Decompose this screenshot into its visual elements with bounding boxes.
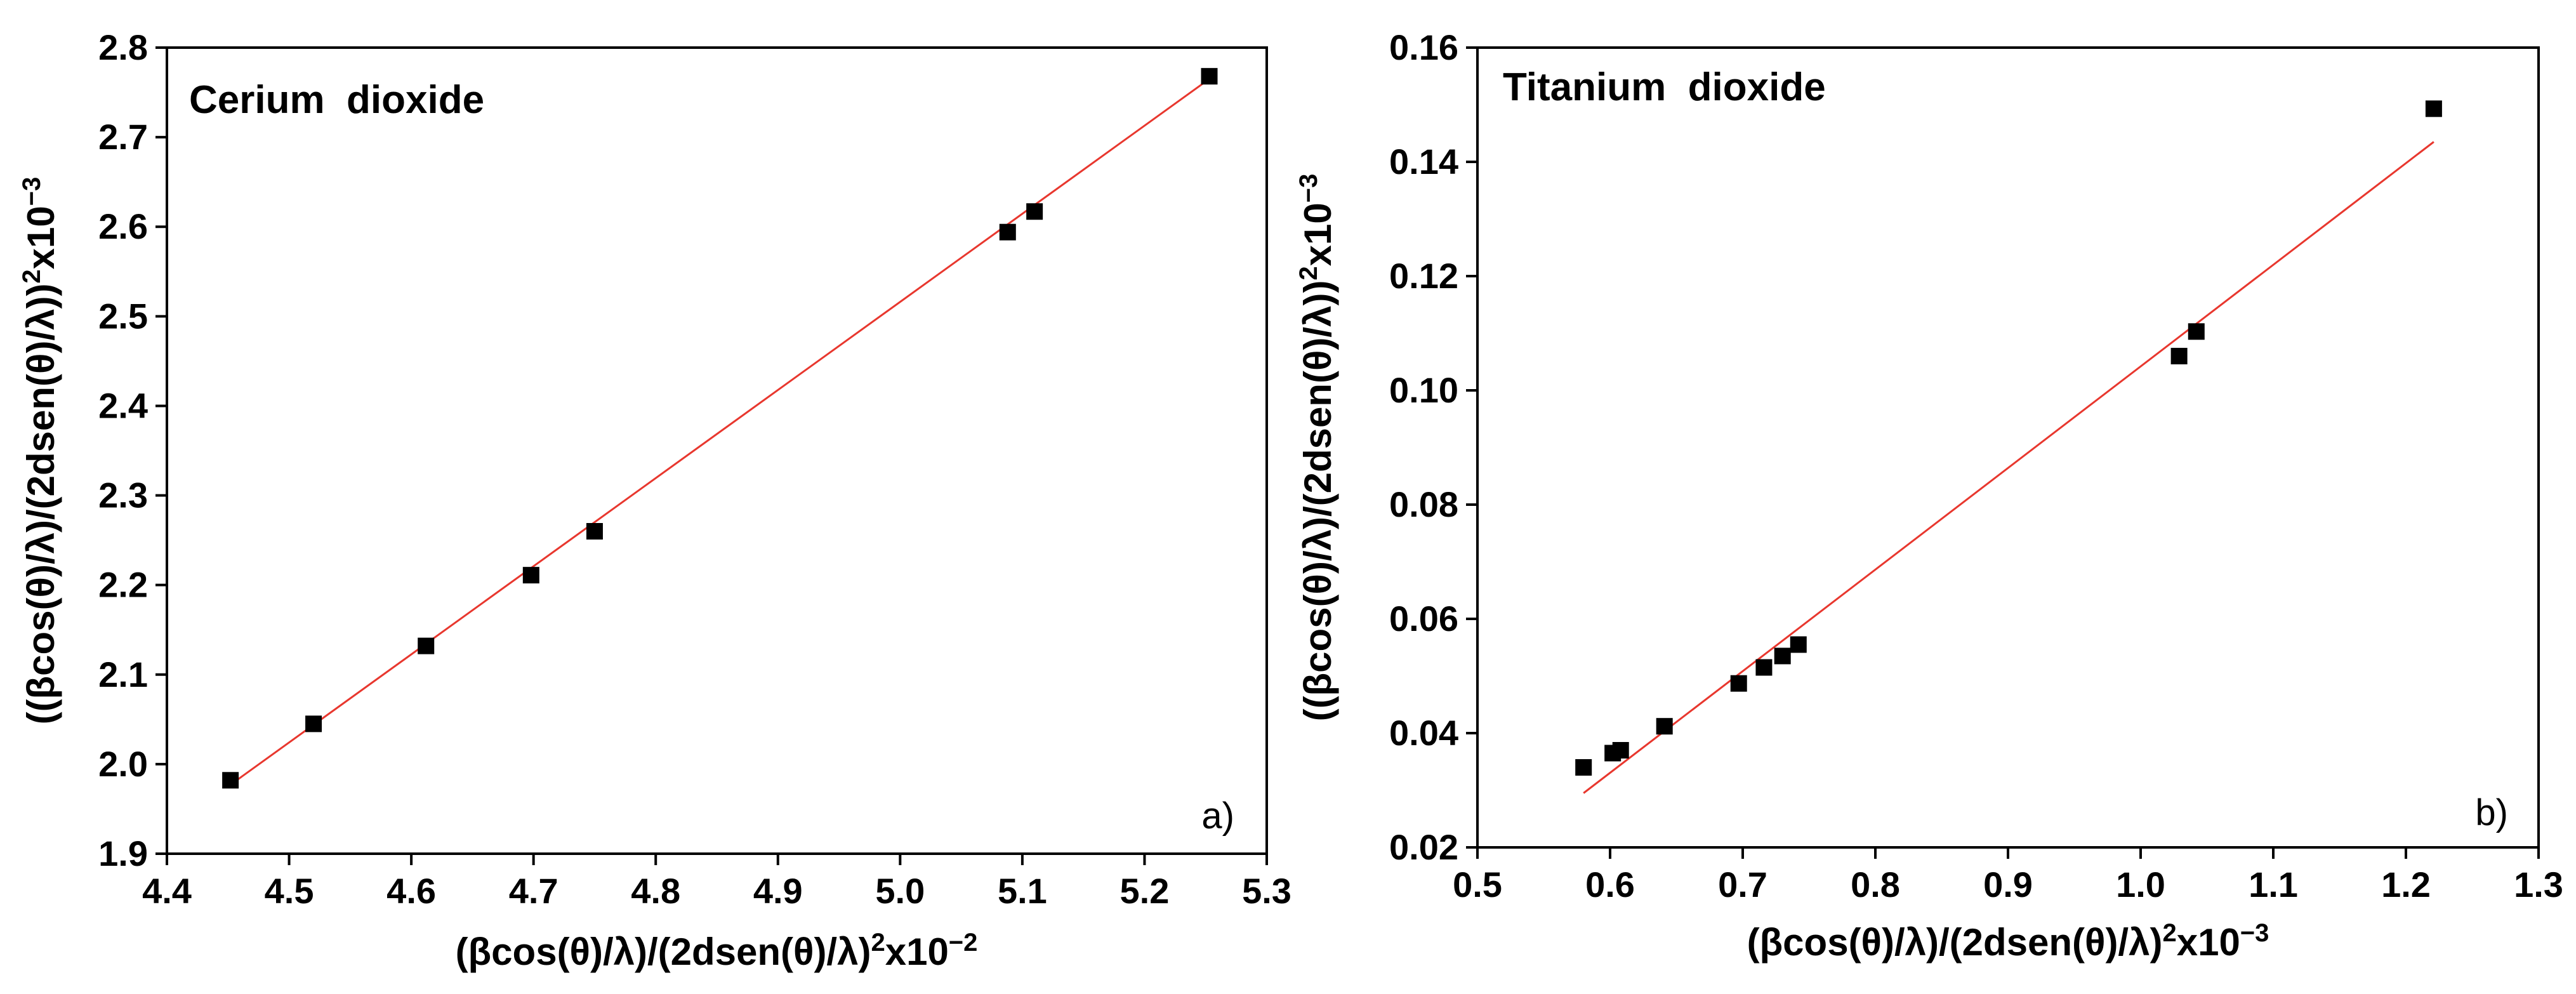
panel-a-xlabel-power: 2	[871, 929, 885, 957]
panel-b-data-point	[1774, 647, 1791, 665]
panel-a-fit-group	[230, 78, 1210, 786]
panel-a-data-point	[222, 772, 239, 789]
panel-a-x-tick-label: 4.6	[386, 871, 436, 911]
panel-b-letter: b)	[2475, 792, 2508, 833]
panel-b-chart: 0.5 0.6 0.7 0.8 0.9 1.0 1.1 1.2 1.3 0.02 0.04 0.06 0…	[1295, 27, 2563, 964]
panel-b-ylabel-suffix: x10	[1297, 202, 1339, 266]
panel-a-ylabel-exponent: −3	[18, 177, 46, 206]
panel-a-ylabel-power: 2	[18, 269, 46, 283]
panel-b-title: Titanium dioxide	[1503, 65, 1826, 109]
panel-a-y-tick-label: 2.4	[98, 385, 148, 425]
panel-a-title: Cerium dioxide	[189, 78, 484, 122]
panel-b-x-tick-label: 1.2	[2381, 865, 2431, 905]
panel-a-x-tick-label: 5.3	[1242, 871, 1291, 911]
panel-b-x-tick-label: 1.0	[2116, 865, 2165, 905]
panel-b-data-point	[1656, 718, 1673, 735]
panel-b-ylabel-main: ((βcos(θ)/λ)/(2dsen(θ)/λ))	[1297, 281, 1339, 722]
panel-a-ticks: 4.4 4.5 4.6 4.7 4.8 4.9 5.0 5.1 5.2 5.3 1.9 2.0 2.1 2…	[98, 27, 1291, 911]
panel-a-data-point	[305, 715, 322, 732]
panel-a-xlabel-main: (βcos(θ)/λ)/(2dsen(θ)/λ)	[456, 931, 871, 973]
panel-b-points	[1575, 100, 2442, 776]
panel-a-xlabel-exponent: −2	[949, 929, 978, 957]
panel-b-data-point	[2170, 348, 2188, 364]
panel-a-x-tick-label: 4.8	[631, 871, 680, 911]
panel-a-x-tick-label: 4.7	[509, 871, 558, 911]
panel-a-y-tick-label: 2.5	[98, 296, 148, 336]
panel-a-x-axis-title: (βcos(θ)/λ)/(2dsen(θ)/λ)2x10−2	[456, 929, 978, 973]
panel-b-xlabel-exponent: −3	[2240, 919, 2269, 947]
panel-b-fit-group	[1583, 141, 2434, 794]
panel-b-y-tick-label: 0.10	[1389, 370, 1458, 410]
panel-b-x-tick-label: 0.7	[1718, 865, 1767, 905]
panel-a-data-point	[999, 223, 1016, 241]
panel-a-y-tick-label: 2.8	[98, 27, 148, 67]
panel-a-y-tick-label: 2.2	[98, 565, 148, 605]
panel-b-y-tick-label: 0.02	[1389, 827, 1458, 867]
panel-b-ylabel-power: 2	[1295, 266, 1323, 280]
panel-a-y-tick-label: 2.3	[98, 475, 148, 515]
panel-a-ylabel-suffix: x10	[20, 206, 62, 269]
panel-b-y-tick-label: 0.06	[1389, 599, 1458, 639]
panel-b-x-tick-label: 0.8	[1851, 865, 1900, 905]
panel-a-letter: a)	[1201, 795, 1234, 837]
panel-a-y-tick-label: 2.1	[98, 654, 148, 694]
panel-b-x-tick-label: 0.9	[1983, 865, 2033, 905]
panel-b-ylabel-exponent: −3	[1295, 174, 1323, 203]
panel-a-chart: 4.4 4.5 4.6 4.7 4.8 4.9 5.0 5.1 5.2 5.3 1.9 2.0 2.1 2…	[18, 27, 1291, 973]
panel-b-xlabel-main: (βcos(θ)/λ)/(2dsen(θ)/λ)	[1747, 921, 2163, 964]
panel-b-x-tick-label: 1.1	[2249, 865, 2298, 905]
panel-b-ticks: 0.5 0.6 0.7 0.8 0.9 1.0 1.1 1.2 1.3 0.02 0.04 0.06 0…	[1389, 27, 2563, 905]
panel-a-plot-frame	[166, 46, 1268, 855]
panel-a-y-axis-title: ((βcos(θ)/λ)/(2dsen(θ)/λ))2x10−3	[18, 177, 62, 725]
panel-a-ylabel-main: ((βcos(θ)/λ)/(2dsen(θ)/λ))	[20, 284, 62, 725]
panel-b-data-point	[2425, 100, 2442, 117]
panel-a-data-point	[1201, 68, 1218, 85]
panel-a-data-point	[586, 523, 603, 540]
panel-b-y-tick-label: 0.04	[1389, 713, 1458, 753]
panel-b-x-tick-label: 0.5	[1453, 865, 1502, 905]
panel-a-data-point	[418, 637, 435, 654]
panel-a-x-tick-label: 5.0	[875, 871, 925, 911]
panel-b-data-point	[1730, 675, 1747, 692]
panel-a-data-point	[1026, 203, 1043, 220]
panel-b-x-axis-title: (βcos(θ)/λ)/(2dsen(θ)/λ)2x10−3	[1747, 919, 2269, 964]
panel-a-data-point	[522, 567, 539, 584]
panel-b-xlabel-power: 2	[2162, 919, 2176, 947]
panel-a-y-tick-label: 2.6	[98, 206, 148, 246]
panel-a-points	[222, 68, 1218, 789]
panel-a-y-tick-label: 2.0	[98, 744, 148, 784]
panel-a-x-tick-label: 4.9	[753, 871, 803, 911]
panel-b-y-tick-label: 0.14	[1389, 142, 1458, 182]
panel-a-x-tick-label: 5.1	[998, 871, 1047, 911]
panel-a-y-tick-label: 1.9	[98, 833, 148, 873]
panel-b-plot-frame	[1476, 46, 2540, 849]
panel-b-x-tick-label: 0.6	[1585, 865, 1635, 905]
panel-a-x-tick-label: 4.5	[265, 871, 314, 911]
panel-a-xlabel-suffix: x10	[885, 931, 949, 973]
panel-b-data-point	[1755, 659, 1773, 676]
panel-b-xlabel-suffix: x10	[2177, 921, 2240, 964]
panel-a-y-tick-label: 2.7	[98, 117, 148, 157]
panel-b-fit-line	[1583, 141, 2434, 794]
panel-b-x-tick-label: 1.3	[2514, 865, 2563, 905]
panel-b-data-point	[1575, 759, 1592, 776]
panel-b-y-axis-title: ((βcos(θ)/λ)/(2dsen(θ)/λ))2x10−3	[1295, 174, 1339, 722]
panel-a-x-tick-label: 4.4	[142, 871, 192, 911]
panel-b-y-tick-label: 0.16	[1389, 27, 1458, 67]
panel-a-x-tick-label: 5.2	[1120, 871, 1170, 911]
panel-b-y-tick-label: 0.08	[1389, 484, 1458, 524]
panel-a-fit-line	[230, 78, 1210, 786]
panel-b-data-point	[1612, 742, 1629, 759]
panel-b-data-point	[2188, 323, 2205, 340]
panel-b-data-point	[1790, 636, 1807, 653]
panel-b-y-tick-label: 0.12	[1389, 256, 1458, 296]
